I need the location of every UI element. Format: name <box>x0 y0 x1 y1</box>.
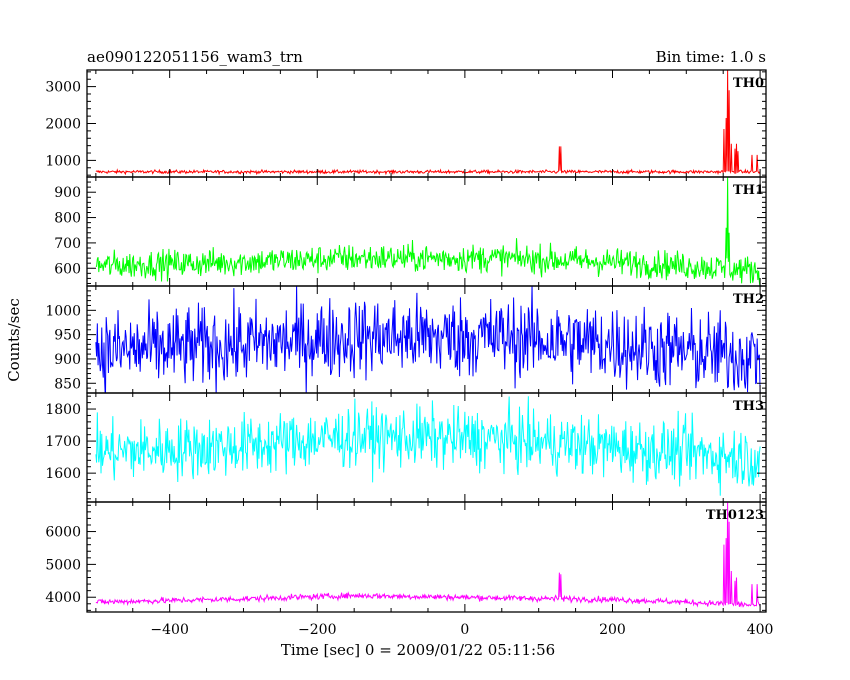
y-tick-label: 800 <box>54 211 81 227</box>
y-tick-label: 950 <box>54 328 81 344</box>
x-tick-label: 200 <box>599 622 626 638</box>
panels-group: 1000 2000 3000 TH0 600 700 800 900 TH1 850 900 950 1… <box>45 69 767 613</box>
x-axis-label: Time [sec] 0 = 2009/01/22 05:11:56 <box>281 641 555 659</box>
y-tick-label: 700 <box>54 236 81 252</box>
panel-frame <box>86 501 767 613</box>
y-tick-label: 1000 <box>45 153 81 169</box>
y-tick-label: 1700 <box>45 434 81 450</box>
panel-label-th0123: TH0123 <box>706 508 764 523</box>
panel-th3: 1600 1700 1800 TH3 <box>45 392 767 503</box>
x-tick-label: −200 <box>298 622 336 638</box>
y-tick-label: 1600 <box>45 466 81 482</box>
y-tick-label: 1000 <box>45 303 81 319</box>
x-tick-label: 0 <box>460 622 469 638</box>
plot-title: ae090122051156_wam3_trn <box>87 48 303 66</box>
panel-frame <box>86 285 767 394</box>
panel-th2: 850 900 950 1000 TH2 <box>45 285 767 394</box>
y-tick-label: 900 <box>54 352 81 368</box>
y-tick-label: 850 <box>54 376 81 392</box>
y-tick-label: 600 <box>54 261 81 277</box>
y-tick-label: 5000 <box>45 557 81 573</box>
x-tick-labels: −400 −200 0 200 400 <box>150 622 773 638</box>
panel-label-th2: TH2 <box>733 292 764 307</box>
y-tick-label: 6000 <box>45 525 81 541</box>
y-tick-label: 3000 <box>45 80 81 96</box>
panel-th0123: 4000 5000 6000 TH0123 <box>45 501 767 613</box>
bin-time-label: Bin time: 1.0 s <box>656 48 766 66</box>
panel-th1: 600 700 800 900 TH1 <box>54 176 767 287</box>
panel-frame <box>86 176 767 287</box>
y-tick-label: 900 <box>54 185 81 201</box>
series-line-th0123 <box>95 502 761 608</box>
panel-label-th1: TH1 <box>733 183 764 198</box>
panel-frame <box>86 69 767 178</box>
series-line-th3 <box>95 396 761 496</box>
y-tick-label: 2000 <box>45 117 81 133</box>
series-line-th2 <box>95 286 761 393</box>
x-tick-label: −400 <box>150 622 188 638</box>
x-tick-label: 400 <box>747 622 774 638</box>
y-tick-label: 1800 <box>45 402 81 418</box>
series-line-th1 <box>95 177 761 286</box>
y-tick-label: 4000 <box>45 590 81 606</box>
panel-label-th0: TH0 <box>733 76 764 91</box>
panel-th0: 1000 2000 3000 TH0 <box>45 69 767 178</box>
series-line-th0 <box>95 70 761 176</box>
panel-label-th3: TH3 <box>733 399 764 414</box>
y-axis-label: Counts/sec <box>5 298 23 382</box>
